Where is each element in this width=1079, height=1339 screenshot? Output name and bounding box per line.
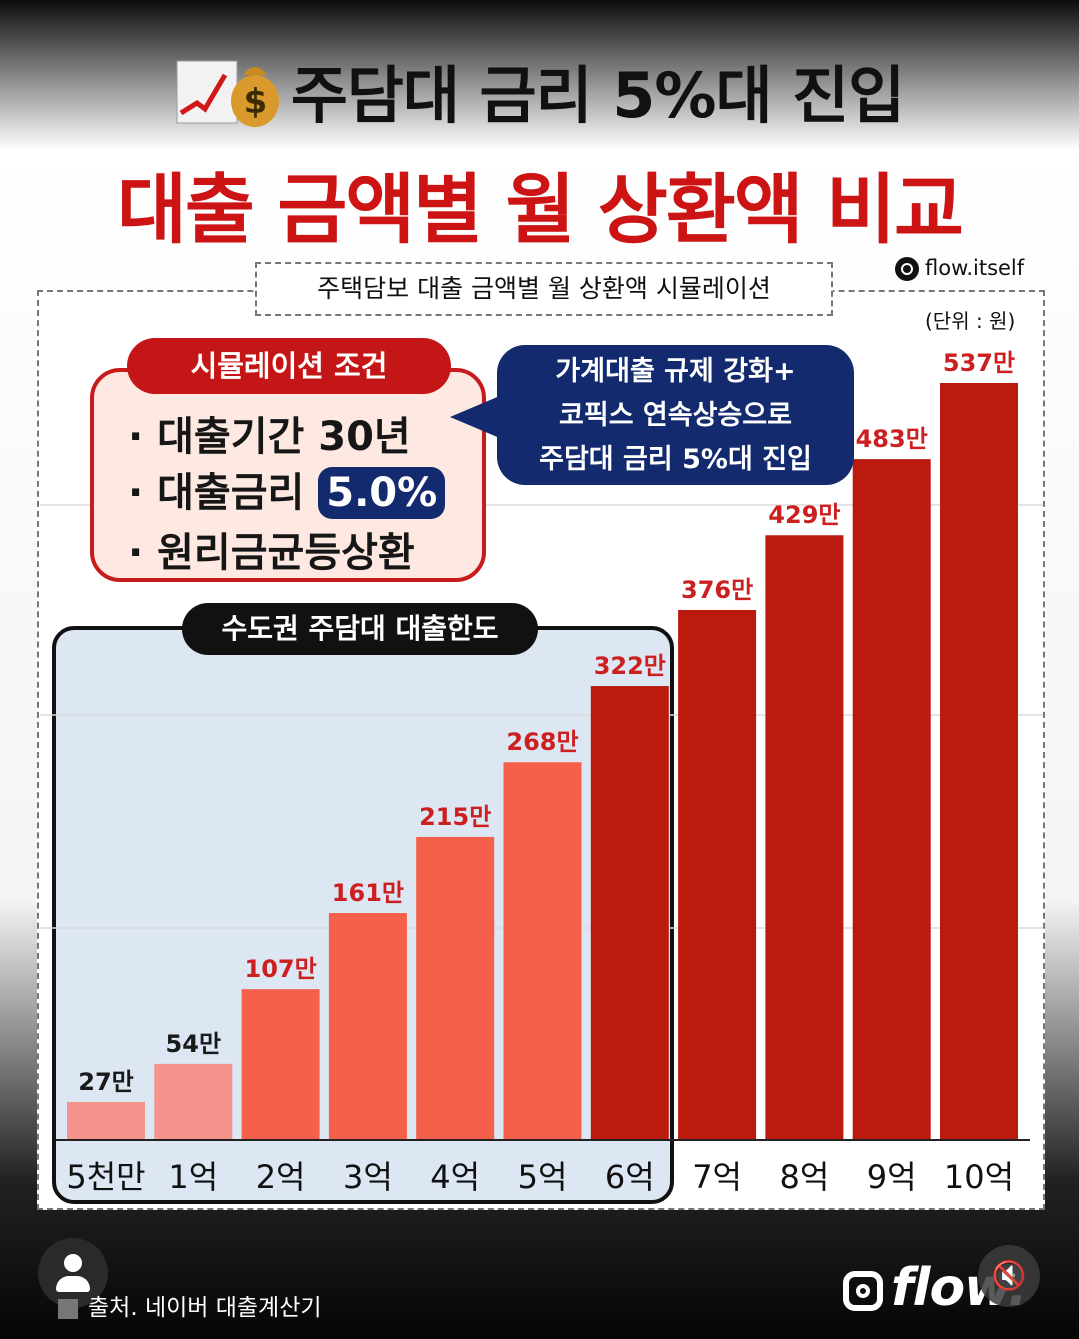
mute-icon: 🔇 [991, 1259, 1027, 1292]
category-label-1억: 1억 [168, 1158, 218, 1196]
unit-label: (단위 : 원) [925, 309, 1016, 333]
title-text: 주담대 금리 5%대 진입 [290, 59, 905, 132]
conditions-header: 시뮬레이션 조건 [127, 338, 451, 394]
bar-8억 [765, 535, 844, 1140]
bar-1억 [154, 1063, 233, 1140]
value-label-5억: 268만 [506, 728, 578, 756]
category-label-6억: 6억 [605, 1158, 655, 1196]
category-label-5억: 5억 [518, 1158, 568, 1196]
value-label-7억: 376만 [681, 576, 753, 604]
bar-5천만 [67, 1101, 145, 1140]
bar-5억 [503, 762, 582, 1140]
chart-label: 주택담보 대출 금액별 월 상환액 시뮬레이션 [255, 262, 833, 316]
condition-rate-label: · 대출금리 [128, 470, 319, 516]
condition-rate: · 대출금리 5.0% [128, 460, 446, 519]
bar-6억 [590, 686, 669, 1140]
main-title: $ 주담대 금리 5%대 진입 [0, 45, 1079, 146]
region-label: 수도권 주담대 대출한도 [182, 603, 538, 655]
bar-7억 [678, 609, 757, 1140]
source-note: 출처. 네이버 대출계산기 [58, 1288, 322, 1322]
svg-text:$: $ [243, 82, 266, 122]
category-label-2억: 2억 [256, 1158, 306, 1196]
bar-4억 [416, 836, 495, 1140]
note-line-2: 코픽스 연속상승으로 [559, 400, 792, 431]
category-label-8억: 8억 [779, 1158, 829, 1196]
bar-3억 [328, 913, 407, 1140]
category-label-3억: 3억 [343, 1158, 393, 1196]
instagram-icon [843, 1271, 883, 1311]
category-label-4억: 4억 [430, 1158, 480, 1196]
category-label-5천만: 5천만 [66, 1158, 145, 1196]
mute-button[interactable]: 🔇 [978, 1245, 1040, 1307]
value-label-5천만: 27만 [78, 1068, 133, 1096]
note-line-1: 가계대출 규제 강화+ [555, 356, 796, 387]
category-label-10억: 10억 [944, 1158, 1014, 1196]
brand-logo: flow. [843, 1258, 1028, 1318]
subtitle: 대출 금액별 월 상환액 비교 [117, 165, 964, 254]
bar-9억 [852, 459, 931, 1140]
avatar[interactable] [38, 1238, 108, 1308]
note-line-3: 주담대 금리 5%대 진입 [539, 444, 812, 475]
condition-method: · 원리금균등상환 [128, 530, 415, 576]
handle-text: flow.itself [925, 256, 1025, 280]
value-label-9억: 483만 [856, 425, 928, 453]
source-marker [58, 1298, 78, 1319]
value-label-10억: 537만 [943, 349, 1015, 377]
instagram-icon [895, 257, 919, 281]
value-label-8억: 429만 [768, 501, 840, 529]
bar-2억 [241, 989, 320, 1140]
value-label-6억: 322만 [594, 652, 666, 680]
bar-10억 [940, 383, 1018, 1140]
money-chart-icon: $ [175, 53, 281, 146]
rate-badge: 5.0% [318, 467, 446, 519]
value-label-4억: 215만 [419, 803, 491, 831]
source-text: 출처. 네이버 대출계산기 [88, 1295, 322, 1321]
note-bubble: 가계대출 규제 강화+ 코픽스 연속상승으로 주담대 금리 5%대 진입 [497, 345, 854, 485]
value-label-3억: 161만 [332, 879, 404, 907]
condition-period: · 대출기간 30년 [128, 414, 411, 460]
category-label-9억: 9억 [867, 1158, 917, 1196]
instagram-handle: flow.itself [895, 256, 1024, 281]
value-label-2억: 107만 [245, 955, 317, 983]
value-label-1억: 54만 [166, 1030, 221, 1058]
category-label-7억: 7억 [692, 1158, 742, 1196]
note-bubble-tail [450, 395, 502, 439]
